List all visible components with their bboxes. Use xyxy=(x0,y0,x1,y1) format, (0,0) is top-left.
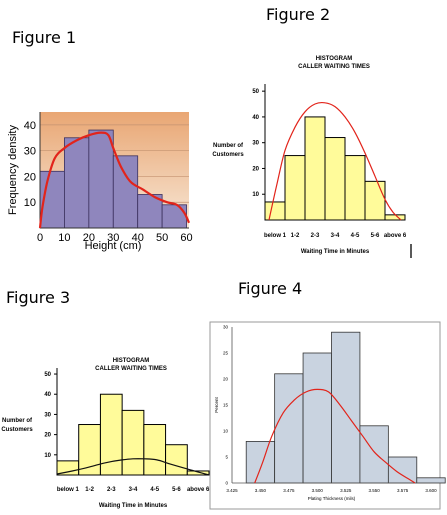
fig1-bar xyxy=(64,137,90,229)
fig3-x-tick: 1-2 xyxy=(85,487,94,493)
fig2-title: HISTOGRAM xyxy=(316,56,353,62)
fig2-y-tick: 40 xyxy=(252,115,259,121)
fig2-bar xyxy=(344,155,366,221)
fig2-x-tick: 5-6 xyxy=(371,233,380,239)
fig1-x-tick: 20 xyxy=(83,232,95,244)
fig3-x-label: Waiting Time in Minutes xyxy=(99,503,168,509)
fig3-x-tick: below 1 xyxy=(57,487,80,493)
fig2-y-label: Number of xyxy=(213,143,244,149)
fig2-x-tick: 4-5 xyxy=(351,233,360,239)
fig2-subtitle: CALLER WAITING TIMES xyxy=(298,64,370,70)
fig3-bar xyxy=(165,444,188,476)
fig2-x-tick: 3-4 xyxy=(331,233,340,239)
fig1-x-tick: 10 xyxy=(58,232,70,244)
fig4-bar xyxy=(331,331,361,484)
fig3-x-tick: 3-4 xyxy=(129,487,138,493)
fig2-y-label: Customers xyxy=(212,152,244,158)
fig4-x-tick: 3.600 xyxy=(425,488,437,493)
fig4-bar xyxy=(245,440,276,484)
fig4-bar xyxy=(274,373,304,484)
fig2-y-tick: 30 xyxy=(252,141,259,147)
fig4-x-tick: 3.525 xyxy=(340,488,352,493)
fig1-x-tick: 30 xyxy=(107,232,119,244)
fig2-x-tick: above 6 xyxy=(384,233,407,239)
fig4-y-tick: 25 xyxy=(223,351,229,356)
fig3-y-tick: 30 xyxy=(44,412,51,418)
fig1-y-tick: 20 xyxy=(24,171,36,183)
fig4-x-label: Plating Thickness (mils) xyxy=(308,496,356,501)
fig4-y-tick: 20 xyxy=(223,377,229,382)
fig4-bar xyxy=(359,425,389,484)
fig1-bar xyxy=(88,129,114,229)
fig3-y-tick: 40 xyxy=(44,392,51,398)
fig4-bar xyxy=(416,477,446,484)
fig4-bar xyxy=(387,456,418,484)
fig1-overlay-curve xyxy=(38,131,191,229)
fig1-y-tick: 40 xyxy=(24,120,36,132)
fig3-y-label: Number of xyxy=(2,418,33,424)
fig3-x-tick: above 6 xyxy=(187,487,210,493)
fig1-bar xyxy=(39,170,65,229)
fig4-x-tick: 3.550 xyxy=(369,488,381,493)
fig1-x-tick: 40 xyxy=(132,232,144,244)
fig1-x-tick: 60 xyxy=(180,232,192,244)
fig3-y-label: Customers xyxy=(1,427,33,433)
fig1-x-tick: 0 xyxy=(37,232,43,244)
fig2-y-tick: 10 xyxy=(252,192,259,198)
fig2-bar xyxy=(324,137,346,221)
fig2-bar xyxy=(304,116,326,221)
fig3-x-tick: 4-5 xyxy=(150,487,159,493)
fig4-x-tick: 3.475 xyxy=(283,488,295,493)
fig2-y-tick: 50 xyxy=(252,89,259,95)
fig3-x-tick: 5-6 xyxy=(172,487,181,493)
fig2-y-tick: 20 xyxy=(252,166,259,172)
fig4-y-tick: 0 xyxy=(225,481,228,486)
fig3-y-tick: 20 xyxy=(44,433,51,439)
fig4-x-tick: 3.425 xyxy=(226,488,238,493)
fig3-overlay-curve xyxy=(56,458,210,476)
fig4-bar xyxy=(302,352,332,484)
fig2-x-tick: below 1 xyxy=(264,233,287,239)
fig2-bar xyxy=(264,201,286,221)
fig3-x-tick: 2-3 xyxy=(107,487,116,493)
fig1-y-tick: 30 xyxy=(24,146,36,158)
fig2-x-tick: 1-2 xyxy=(291,233,300,239)
fig1-x-tick: 50 xyxy=(156,232,168,244)
fig2-bar xyxy=(284,155,306,221)
fig4-y-tick: 5 xyxy=(225,455,228,460)
fig1-y-label: Frequency density xyxy=(7,125,19,215)
fig4-y-label: Percent xyxy=(214,396,219,412)
fig1-bar xyxy=(161,204,187,229)
figure-1-label: Figure 1 xyxy=(12,28,77,47)
figure-2-label: Figure 2 xyxy=(266,5,331,24)
fig4-y-tick: 15 xyxy=(223,403,229,408)
fig3-bar xyxy=(143,424,167,476)
fig2-overlay-curve xyxy=(268,101,402,221)
fig1-x-label: Height (cm) xyxy=(85,240,142,252)
fig1-bar xyxy=(112,155,139,229)
fig3-title: HISTOGRAM xyxy=(113,358,150,364)
fig1-y-tick: 10 xyxy=(24,197,36,209)
fig2-bar xyxy=(364,180,386,221)
figure-3-label: Figure 3 xyxy=(6,288,71,307)
fig4-y-tick: 10 xyxy=(223,429,229,434)
fig3-y-tick: 10 xyxy=(44,453,51,459)
fig3-bar xyxy=(121,409,145,476)
fig3-y-tick: 50 xyxy=(44,372,51,378)
fig3-subtitle: CALLER WAITING TIMES xyxy=(95,366,167,372)
fig4-x-tick: 3.500 xyxy=(312,488,324,493)
fig4-x-tick: 3.575 xyxy=(397,488,409,493)
fig2-bar xyxy=(384,214,406,221)
fig4-x-tick: 3.450 xyxy=(255,488,267,493)
fig4-y-tick: 30 xyxy=(223,325,229,330)
fig2-x-label: Waiting Time in Minutes xyxy=(301,249,370,255)
fig4-overlay-curve xyxy=(254,388,416,484)
figure-4-label: Figure 4 xyxy=(238,279,303,298)
fig2-x-tick: 2-3 xyxy=(311,233,320,239)
